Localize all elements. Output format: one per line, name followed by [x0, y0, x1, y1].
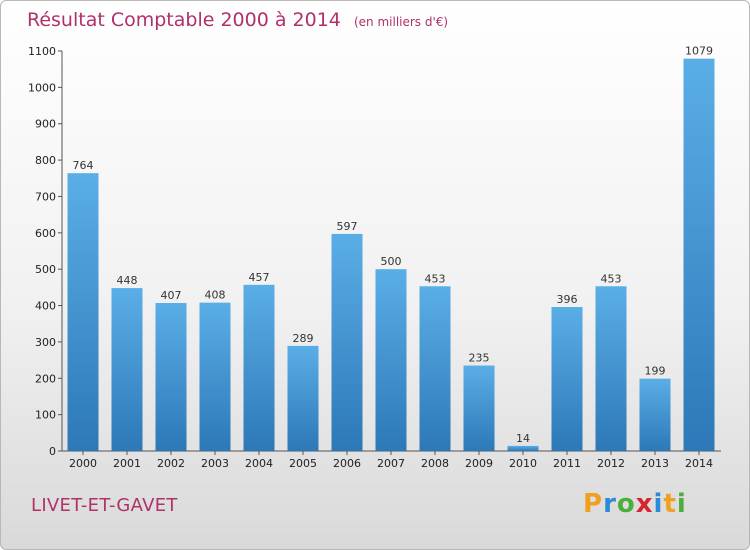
data-label-2008: 453 — [425, 272, 446, 285]
unit-note: (en milliers d'€) — [353, 15, 449, 29]
y-tick-label: 1100 — [28, 45, 56, 58]
x-tick-label-2014: 2014 — [685, 457, 713, 470]
y-tick-label: 400 — [35, 300, 56, 313]
data-label-2005: 289 — [293, 332, 314, 345]
x-tick-label-2006: 2006 — [333, 457, 361, 470]
x-tick-label-2011: 2011 — [553, 457, 581, 470]
y-tick-label: 200 — [35, 372, 56, 385]
x-tick-label-2003: 2003 — [201, 457, 229, 470]
bar-2005 — [287, 345, 319, 451]
logo-letter: i — [676, 489, 687, 519]
logo-letter: r — [603, 489, 617, 519]
data-label-2000: 764 — [73, 159, 94, 172]
proxiti-logo: Proxiti — [583, 489, 687, 519]
y-tick-label: 300 — [35, 336, 56, 349]
bars: 764 448 407 408 457 289 597 500 453 235 14 396 453 19… — [67, 45, 715, 452]
data-label-2011: 396 — [557, 293, 578, 306]
bar-2014 — [683, 58, 715, 452]
data-label-2013: 199 — [645, 365, 666, 378]
x-tick-label-2010: 2010 — [509, 457, 537, 470]
y-tick-label: 600 — [35, 227, 56, 240]
bar-2013 — [639, 378, 671, 451]
bar-2004 — [243, 284, 275, 451]
bar-2002 — [155, 303, 187, 451]
data-label-2003: 408 — [205, 289, 226, 302]
logo-letter: t — [663, 489, 677, 519]
x-axis: 2000 2001 2002 2003 2004 2005 2006 2007 2008 2009… — [69, 451, 713, 470]
x-tick-label-2001: 2001 — [113, 457, 141, 470]
x-tick-label-2002: 2002 — [157, 457, 185, 470]
chart-title: Résultat Comptable 2000 à 2014 (en milli… — [27, 9, 448, 31]
y-tick-label: 700 — [35, 190, 56, 203]
y-tick-label: 1000 — [28, 81, 56, 94]
x-tick-label-2007: 2007 — [377, 457, 405, 470]
logo-letter: P — [583, 489, 604, 519]
bar-2012 — [595, 286, 627, 451]
data-label-2006: 597 — [337, 220, 358, 233]
x-tick-label-2009: 2009 — [465, 457, 493, 470]
data-label-2012: 453 — [601, 272, 622, 285]
bar-2008 — [419, 286, 451, 451]
bar-2010 — [507, 445, 539, 451]
x-tick-label-2013: 2013 — [641, 457, 669, 470]
data-label-2004: 457 — [249, 271, 270, 284]
y-tick-label: 900 — [35, 118, 56, 131]
data-label-2009: 235 — [469, 352, 490, 365]
data-label-2007: 500 — [381, 255, 402, 268]
commune-name: LIVET-ET-GAVET — [31, 495, 178, 516]
x-tick-label-2005: 2005 — [289, 457, 317, 470]
x-tick-label-2004: 2004 — [245, 457, 273, 470]
x-tick-label-2008: 2008 — [421, 457, 449, 470]
y-tick-label: 500 — [35, 263, 56, 276]
y-tick-label: 100 — [35, 409, 56, 422]
logo-letter: i — [653, 489, 664, 519]
bar-2007 — [375, 269, 407, 451]
y-tick-label: 0 — [49, 445, 56, 458]
bar-2000 — [67, 173, 99, 451]
bar-2003 — [199, 302, 231, 451]
logo-letter: o — [616, 489, 636, 519]
bar-2006 — [331, 233, 363, 451]
bar-2009 — [463, 365, 495, 451]
x-tick-label-2012: 2012 — [597, 457, 625, 470]
data-label-2002: 407 — [161, 289, 182, 302]
bar-2001 — [111, 288, 143, 451]
data-label-2010: 14 — [516, 432, 530, 445]
y-tick-label: 800 — [35, 154, 56, 167]
data-label-2014: 1079 — [685, 45, 713, 58]
bar-2011 — [551, 307, 583, 451]
chart-title-text: Résultat Comptable 2000 à 2014 — [27, 9, 341, 31]
logo-letter: x — [635, 489, 654, 519]
x-tick-label-2000: 2000 — [69, 457, 97, 470]
data-label-2001: 448 — [117, 274, 138, 287]
